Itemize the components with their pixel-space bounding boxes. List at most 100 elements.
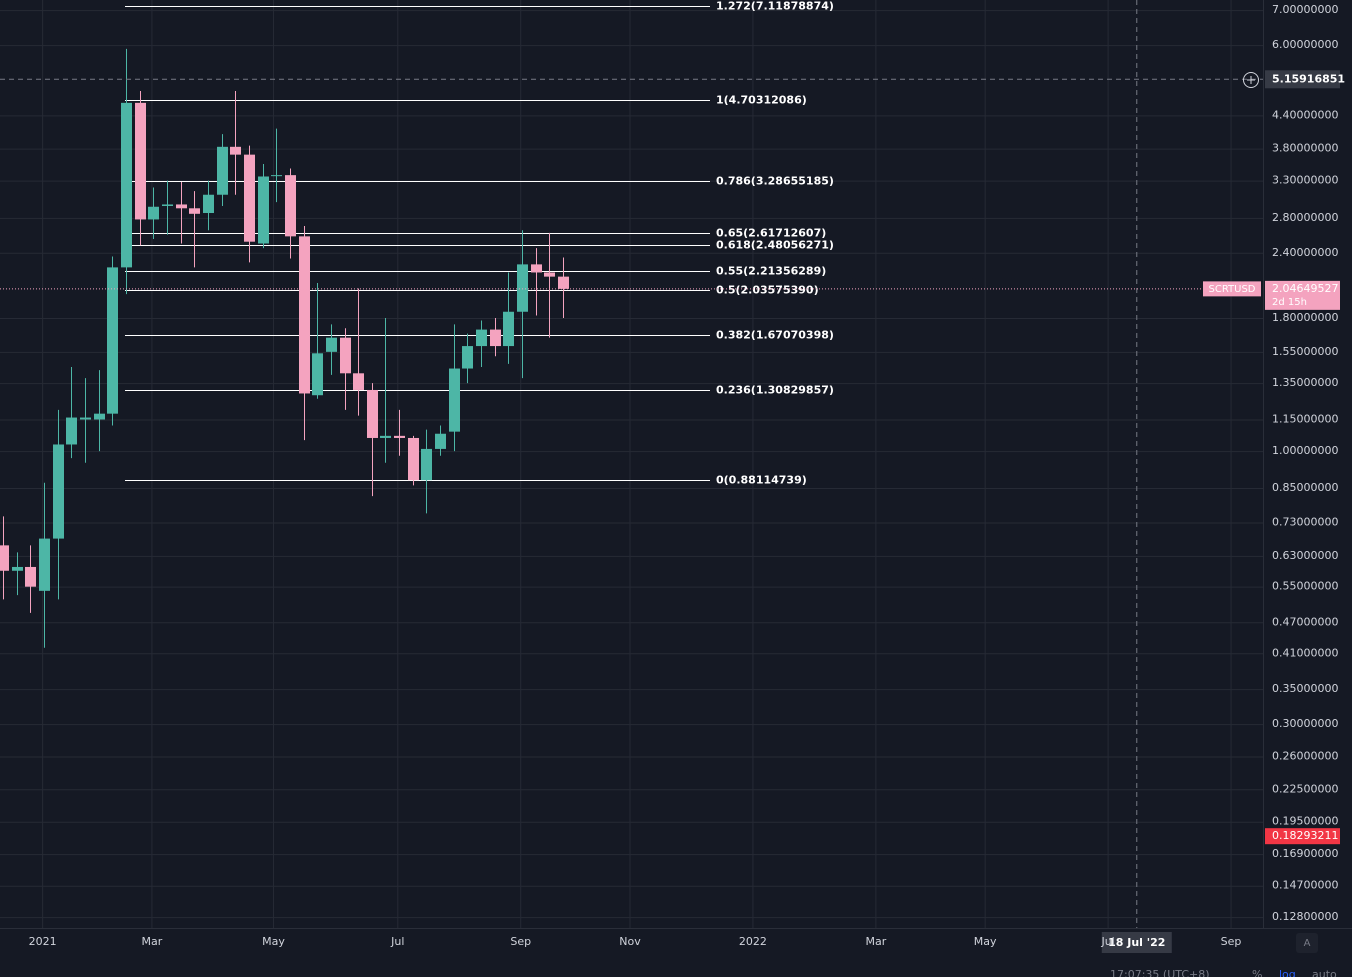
clock: 17:07:35 (UTC+8) [1110, 968, 1210, 977]
y-tick-label: 1.55000000 [1272, 345, 1338, 358]
candle-body [285, 175, 296, 237]
y-tick-label: 1.15000000 [1272, 413, 1338, 426]
crosshair-price-box [1265, 70, 1340, 89]
candle-body [449, 368, 460, 432]
x-tick-label: Sep [510, 935, 531, 948]
candle-body [135, 102, 146, 220]
candle-body [176, 204, 187, 209]
fib-level-label: 0.65(2.61712607) [716, 227, 826, 240]
candle-body [367, 389, 378, 438]
x-tick-label: May [974, 935, 997, 948]
x-tick-label: Mar [142, 935, 163, 948]
candle-body [490, 329, 501, 347]
fib-level-label: 0(0.88114739) [716, 474, 807, 487]
candle-body [230, 146, 241, 155]
y-tick-label: 0.12800000 [1272, 910, 1338, 923]
y-tick-label: 0.14700000 [1272, 879, 1338, 892]
candle-body [558, 276, 569, 289]
auto-button-bg[interactable] [1296, 933, 1318, 953]
y-tick-label: 3.80000000 [1272, 142, 1338, 155]
candle-body [476, 329, 487, 347]
fib-level-label: 0.236(1.30829857) [716, 384, 834, 397]
candle-body [312, 353, 323, 396]
x-tick-label: Mar [865, 935, 886, 948]
fibonacci-retracement: 1.272(7.11878874) 1(4.70312086) 0.786(3.28… [125, 0, 834, 487]
y-tick-label: 0.41000000 [1272, 646, 1338, 659]
candle-body [340, 337, 351, 374]
y-tick-label: 0.55000000 [1272, 580, 1338, 593]
y-tick-label: 0.30000000 [1272, 717, 1338, 730]
x-tick-label: 2021 [29, 935, 57, 948]
y-tick-label: 1.00000000 [1272, 444, 1338, 457]
candle-body [80, 417, 91, 420]
candle-body [148, 206, 159, 220]
candle-body [0, 545, 9, 571]
symbol-tag: SCRTUSD [1208, 284, 1255, 295]
candle-body [258, 176, 269, 244]
y-tick-label: 0.35000000 [1272, 682, 1338, 695]
y-tick-label: 0.26000000 [1272, 749, 1338, 762]
candle-body [162, 204, 173, 206]
candle-body [353, 373, 364, 390]
fib-level-label: 0.786(3.28655185) [716, 175, 834, 188]
candle-body [462, 346, 473, 369]
y-tick-label: 2.80000000 [1272, 211, 1338, 224]
candle-body [107, 267, 118, 414]
log-toggle[interactable]: log [1279, 968, 1296, 977]
candle-body [503, 311, 514, 347]
last-price-box [1265, 280, 1340, 310]
crosshair-date: 18 Jul '22 [1108, 936, 1165, 949]
countdown: 2d 15h [1272, 297, 1307, 308]
candle-body [94, 413, 105, 420]
candles [0, 48, 569, 648]
y-tick-label: 0.16900000 [1272, 847, 1338, 860]
candle-body [531, 264, 542, 273]
y-tick-label: 0.47000000 [1272, 615, 1338, 628]
axes: 7.00000000 6.00000000 4.40000000 3.80000000… [29, 3, 1339, 948]
candle-body [326, 337, 337, 352]
fib-level-label: 0.382(1.67070398) [716, 329, 834, 342]
fib-level-label: 0.5(2.03575390) [716, 284, 819, 297]
y-tick-label: 7.00000000 [1272, 3, 1338, 16]
y-tick-label: 0.19500000 [1272, 815, 1338, 828]
candle-body [12, 566, 23, 571]
candle-body [203, 194, 214, 214]
last-price: 2.04649527 [1272, 282, 1338, 295]
candle-body [121, 102, 132, 268]
candle-body [380, 435, 391, 438]
fib-level-label: 0.55(2.21356289) [716, 265, 826, 278]
marker-price-box [1265, 828, 1340, 845]
x-tick-label: Sep [1221, 935, 1242, 948]
marker-price: 0.18293211 [1272, 829, 1338, 842]
candle-body [517, 264, 528, 312]
add-alert-button[interactable] [1243, 72, 1259, 88]
y-tick-label: 0.63000000 [1272, 549, 1338, 562]
y-tick-label: 0.85000000 [1272, 481, 1338, 494]
candle-body [189, 208, 200, 214]
fib-level-label: 1(4.70312086) [716, 94, 807, 107]
fib-level-label: 1.272(7.11878874) [716, 0, 834, 13]
auto-scale-button[interactable]: A [1304, 938, 1311, 949]
grid [0, 0, 1263, 928]
candle-body [435, 433, 446, 449]
auto-toggle[interactable]: auto [1312, 968, 1337, 977]
overlay: 5.15916851 18 Jul '22 SCRTUSD 2.04649527 2d … [0, 0, 1345, 953]
candle-body [544, 272, 555, 277]
y-tick-label: 6.00000000 [1272, 38, 1338, 51]
candle-body [217, 146, 228, 195]
percent-toggle[interactable]: % [1252, 968, 1262, 977]
fib-level-label: 0.618(2.48056271) [716, 239, 834, 252]
y-tick-label: 2.40000000 [1272, 246, 1338, 259]
candle-body [299, 236, 310, 394]
candle-body [25, 566, 36, 587]
y-tick-label: 1.80000000 [1272, 311, 1338, 324]
x-tick-label: May [262, 935, 285, 948]
x-tick-label: Jul [390, 935, 404, 948]
x-tick-label: 2022 [739, 935, 767, 948]
x-tick-label: Nov [619, 935, 641, 948]
crosshair-price: 5.15916851 [1272, 72, 1345, 85]
candle-body [408, 437, 419, 481]
candle-body [66, 417, 77, 445]
candle-body [271, 175, 282, 177]
